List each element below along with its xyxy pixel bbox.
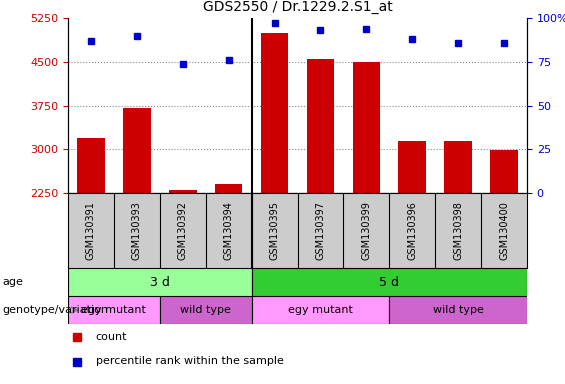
Text: count: count bbox=[95, 331, 127, 341]
Text: age: age bbox=[2, 277, 23, 287]
Bar bbox=[261, 33, 288, 193]
Text: 3 d: 3 d bbox=[150, 275, 169, 288]
Text: 5 d: 5 d bbox=[379, 275, 399, 288]
Bar bbox=[353, 62, 380, 193]
Text: GSM130397: GSM130397 bbox=[315, 201, 325, 260]
Bar bbox=[398, 141, 426, 193]
Text: GSM130394: GSM130394 bbox=[224, 201, 234, 260]
Title: GDS2550 / Dr.1229.2.S1_at: GDS2550 / Dr.1229.2.S1_at bbox=[203, 0, 392, 14]
Text: wild type: wild type bbox=[433, 305, 484, 315]
Text: GSM130395: GSM130395 bbox=[270, 201, 280, 260]
Text: GSM130393: GSM130393 bbox=[132, 201, 142, 260]
Bar bbox=[490, 151, 518, 193]
Text: genotype/variation: genotype/variation bbox=[2, 305, 108, 315]
Bar bbox=[68, 296, 160, 324]
Bar bbox=[251, 296, 389, 324]
Bar bbox=[445, 141, 472, 193]
Bar bbox=[215, 184, 242, 193]
Bar bbox=[169, 190, 197, 193]
Text: GSM130400: GSM130400 bbox=[499, 201, 509, 260]
Bar bbox=[251, 268, 527, 296]
Bar bbox=[160, 296, 251, 324]
Text: egy mutant: egy mutant bbox=[288, 305, 353, 315]
Bar bbox=[123, 108, 151, 193]
Text: GSM130396: GSM130396 bbox=[407, 201, 417, 260]
Text: GSM130399: GSM130399 bbox=[362, 201, 371, 260]
Text: egy mutant: egy mutant bbox=[81, 305, 146, 315]
Bar bbox=[77, 137, 105, 193]
Text: GSM130391: GSM130391 bbox=[86, 201, 96, 260]
Bar bbox=[389, 296, 527, 324]
Text: GSM130398: GSM130398 bbox=[453, 201, 463, 260]
Text: wild type: wild type bbox=[180, 305, 231, 315]
Text: percentile rank within the sample: percentile rank within the sample bbox=[95, 356, 284, 366]
Bar bbox=[68, 268, 251, 296]
Bar bbox=[307, 59, 334, 193]
Text: GSM130392: GSM130392 bbox=[178, 201, 188, 260]
